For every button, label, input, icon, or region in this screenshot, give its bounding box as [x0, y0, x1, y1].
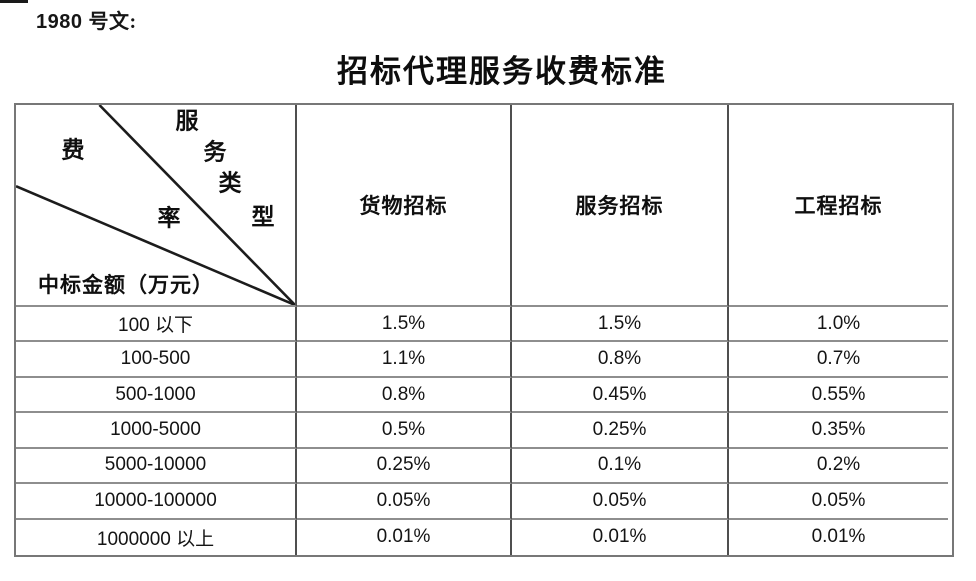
- rate-value: 1.1%: [297, 342, 512, 378]
- rate-value: 0.05%: [729, 484, 948, 520]
- corner-amount-label: 中标金额（万元）: [38, 273, 214, 297]
- rate-value: 0.55%: [729, 378, 948, 414]
- rate-value: 0.35%: [729, 413, 948, 449]
- row-range: 5000-10000: [16, 448, 297, 485]
- rate-value: 0.05%: [297, 484, 512, 520]
- corner-type-char-2: 务: [203, 139, 227, 165]
- rate-value: 0.7%: [729, 342, 948, 378]
- row-range: 100-500: [16, 342, 297, 378]
- doc-number-label: 号文:: [88, 11, 137, 33]
- rate-value: 1.0%: [729, 307, 948, 343]
- rate-value: 0.2%: [729, 449, 948, 485]
- page-title: 招标代理服务收费标准: [337, 54, 667, 89]
- corner-type-char-1: 服: [175, 108, 199, 134]
- column-header-goods: 货物招标: [297, 105, 512, 307]
- row-range: 1000000 以上: [16, 519, 297, 555]
- corner-type-char-3: 类: [218, 170, 242, 196]
- rate-value: 0.8%: [297, 377, 512, 414]
- rate-value: 0.25%: [297, 448, 512, 485]
- corner-rate-char-2: 率: [157, 205, 181, 231]
- doc-number: 1980: [36, 11, 83, 33]
- rate-value: 0.1%: [512, 448, 729, 485]
- fee-standard-table: 服 务 类 型 费 率 中标金额（万元） 货物招标 服务招标 工程招标 100 …: [14, 103, 954, 557]
- rate-value: 1.5%: [297, 307, 512, 343]
- row-range: 10000-100000: [16, 484, 297, 520]
- rate-value: 0.05%: [512, 484, 729, 520]
- doc-number-line: 1980 号文:: [36, 5, 137, 34]
- page-edge-mark: [0, 0, 28, 3]
- rate-value: 0.01%: [512, 519, 729, 555]
- table-corner-cell: 服 务 类 型 费 率 中标金额（万元）: [16, 105, 297, 307]
- rate-value: 0.01%: [297, 519, 512, 555]
- rate-value: 0.8%: [512, 342, 729, 378]
- rate-value: 0.45%: [512, 377, 729, 414]
- rate-value: 0.01%: [811, 526, 866, 548]
- rate-value: 0.5%: [297, 413, 512, 449]
- column-header-service: 服务招标: [512, 105, 729, 307]
- diagonal-divider-lines: [16, 105, 295, 305]
- row-range: 1000-5000: [16, 413, 297, 449]
- rate-value: 0.25%: [512, 413, 729, 449]
- corner-rate-char-1: 费: [61, 137, 85, 163]
- row-range: 500-1000: [16, 377, 297, 414]
- corner-type-char-4: 型: [251, 204, 275, 230]
- column-header-engineering: 工程招标: [729, 105, 948, 307]
- row-range: 100 以下: [16, 307, 297, 343]
- rate-value: 1.5%: [512, 307, 729, 343]
